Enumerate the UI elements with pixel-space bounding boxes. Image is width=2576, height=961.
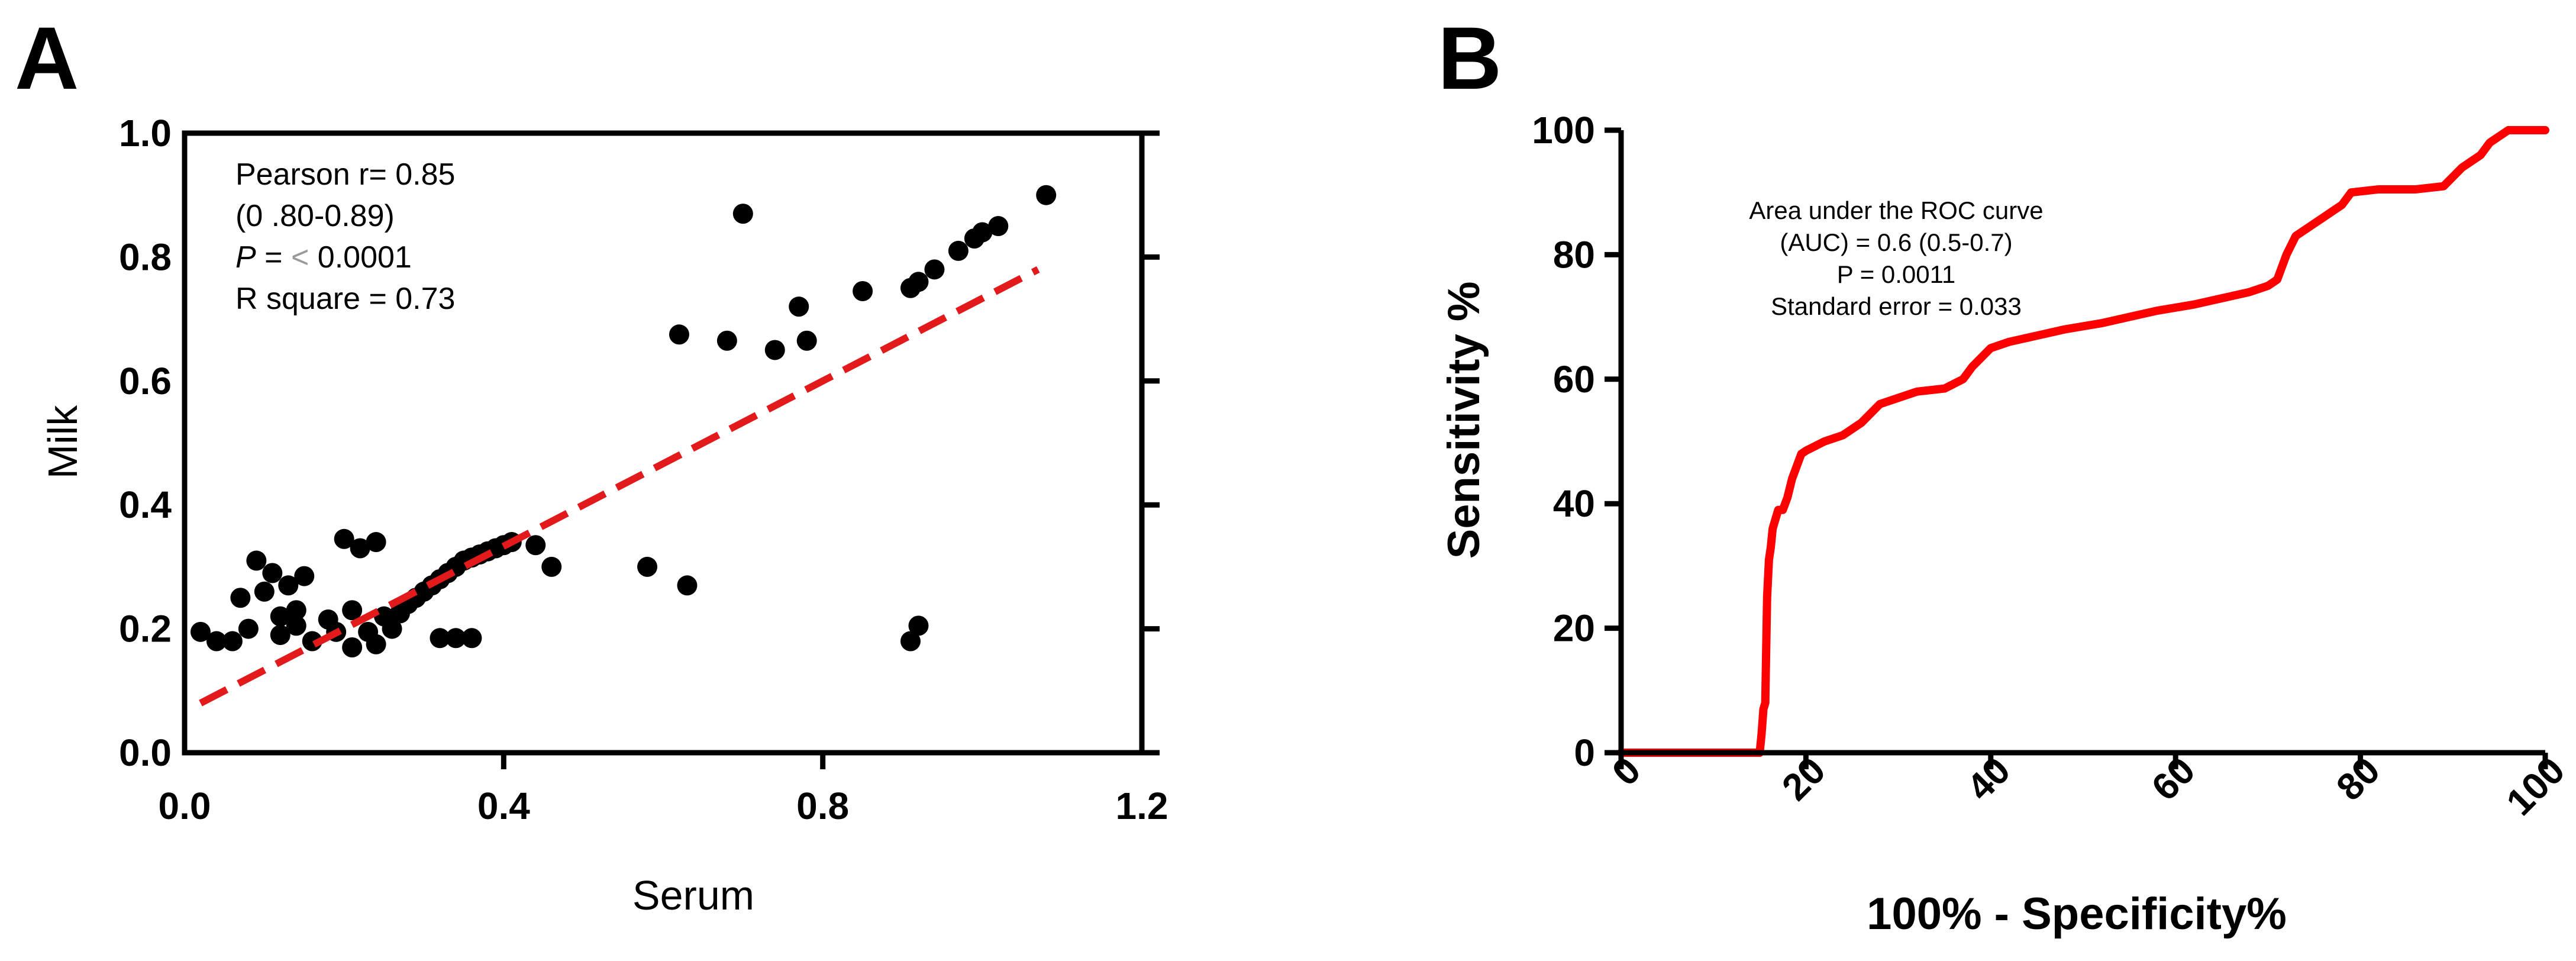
- roc-curve-line: [1617, 126, 2549, 757]
- scatter-point: [246, 550, 267, 571]
- axes-a: [182, 130, 1160, 769]
- y-tick-label: 0.6: [119, 360, 172, 402]
- y-tick-label: 40: [1553, 482, 1595, 525]
- y-tick-label: 0.4: [119, 483, 172, 526]
- scatter-point: [350, 538, 370, 559]
- x-tick-label: 1.2: [1116, 785, 1168, 827]
- scatter-point: [789, 296, 809, 317]
- x-tick-labels-b: 0 20 40 60 80 100: [1604, 749, 2573, 823]
- scatter-point: [286, 615, 306, 636]
- scatter-points: [190, 185, 1057, 658]
- r-square-text: R square = 0.73: [235, 282, 455, 316]
- scatter-point: [366, 634, 386, 654]
- scatter-point: [732, 204, 753, 224]
- y-tick-label: 100: [1532, 109, 1595, 151]
- scatter-point: [294, 566, 315, 586]
- scatter-point: [430, 628, 450, 649]
- scatter-point: [900, 631, 921, 652]
- scatter-point: [366, 532, 386, 553]
- scatter-point: [254, 581, 275, 602]
- y-tick-label: 60: [1553, 358, 1595, 401]
- scatter-point: [948, 240, 969, 261]
- scatter-point: [764, 340, 785, 360]
- scatter-point: [669, 324, 689, 345]
- confidence-interval-text: (0 .80-0.89): [235, 199, 395, 233]
- x-axis-label-a: Serum: [632, 872, 754, 918]
- axes-b: [1605, 127, 2548, 769]
- x-tick-label: 60: [2144, 749, 2203, 808]
- x-tick-label: 80: [2328, 749, 2388, 808]
- scatter-point: [1036, 185, 1057, 205]
- scatter-point: [541, 556, 562, 577]
- roc-p-value-text: P = 0.0011: [1837, 260, 1955, 288]
- x-tick-label: 0.4: [477, 785, 530, 827]
- x-tick-label: 100: [2498, 749, 2572, 823]
- auc-title-text: Area under the ROC curve: [1749, 196, 2043, 224]
- x-tick-label: 0.0: [159, 785, 211, 827]
- scatter-point: [716, 330, 737, 351]
- y-tick-label: 1.0: [119, 112, 172, 154]
- auc-value-text: (AUC) = 0.6 (0.5-0.7): [1780, 228, 2012, 256]
- less-than-symbol: <: [291, 240, 309, 275]
- y-axis-label-a: Milk: [40, 405, 86, 479]
- scatter-point: [262, 563, 283, 583]
- scatter-point: [446, 628, 466, 649]
- p-value-text: P = < 0.0001: [235, 240, 412, 275]
- scatter-point: [342, 637, 363, 658]
- scatter-point: [206, 631, 227, 652]
- regression-fit-line: [199, 266, 1040, 707]
- p-label: P: [235, 240, 256, 275]
- scatter-point: [342, 600, 363, 621]
- y-tick-labels-a: 0.0 0.2 0.4 0.6 0.8 1.0: [119, 112, 172, 774]
- y-tick-label: 0.0: [119, 731, 172, 774]
- x-tick-labels-a: 0.0 0.4 0.8 1.2: [159, 785, 1168, 827]
- scatter-point: [278, 575, 299, 596]
- scatter-point: [853, 280, 873, 301]
- x-tick-label: 40: [1958, 749, 2018, 808]
- panel-letter-b: B: [1438, 8, 1502, 108]
- y-tick-label: 0.8: [119, 236, 172, 278]
- scatter-point: [525, 535, 546, 556]
- y-tick-label: 0.2: [119, 608, 172, 650]
- scatter-point: [924, 259, 945, 280]
- pearson-r-text: Pearson r= 0.85: [235, 157, 455, 192]
- scatter-point: [988, 216, 1009, 237]
- p-equals: =: [256, 240, 291, 275]
- roc-curve-chart: 0 20 40 60 80 100 0 20 40 60 80 100 100% - Specifi…: [1439, 109, 2573, 939]
- scatter-point: [270, 606, 290, 627]
- scatter-point: [461, 628, 482, 649]
- scatter-point: [637, 556, 658, 577]
- scatter-point: [972, 222, 993, 243]
- y-tick-label: 0: [1574, 731, 1595, 774]
- scatter-point: [908, 615, 929, 636]
- scatter-point: [796, 330, 817, 351]
- plot-frame-a: [182, 130, 1145, 756]
- y-tick-labels-b: 0 20 40 60 80 100: [1532, 109, 1595, 774]
- scatter-point: [677, 575, 698, 596]
- scatter-point: [270, 625, 290, 646]
- standard-error-text: Standard error = 0.033: [1771, 292, 2022, 320]
- x-tick-label: 20: [1774, 749, 1833, 808]
- scatter-point: [190, 621, 211, 642]
- scatter-point: [230, 588, 251, 608]
- y-tick-label: 20: [1553, 607, 1595, 650]
- y-tick-label: 80: [1553, 233, 1595, 276]
- p-value: 0.0001: [309, 240, 412, 275]
- scatter-point: [222, 631, 243, 652]
- x-axis-label-b: 100% - Specificity%: [1867, 889, 2287, 939]
- stats-annotation-a: Pearson r= 0.85 (0 .80-0.89) P = < 0.000…: [235, 157, 455, 316]
- y-axis-label-b: Sensitivity %: [1439, 282, 1489, 559]
- x-tick-label: 0.8: [796, 785, 849, 827]
- scatter-point: [382, 618, 402, 639]
- roc-annotation: Area under the ROC curve (AUC) = 0.6 (0.…: [1749, 196, 2043, 320]
- scatter-point: [238, 618, 259, 639]
- scatter-point: [908, 272, 929, 292]
- scatter-point: [334, 528, 354, 549]
- panel-letter-a: A: [15, 8, 79, 108]
- scatter-chart-serum-milk: 0.0 0.4 0.8 1.2 0.0 0.2 0.4 0.6 0.8 1.0 Serum Mi…: [40, 112, 1168, 918]
- scatter-point: [286, 600, 306, 621]
